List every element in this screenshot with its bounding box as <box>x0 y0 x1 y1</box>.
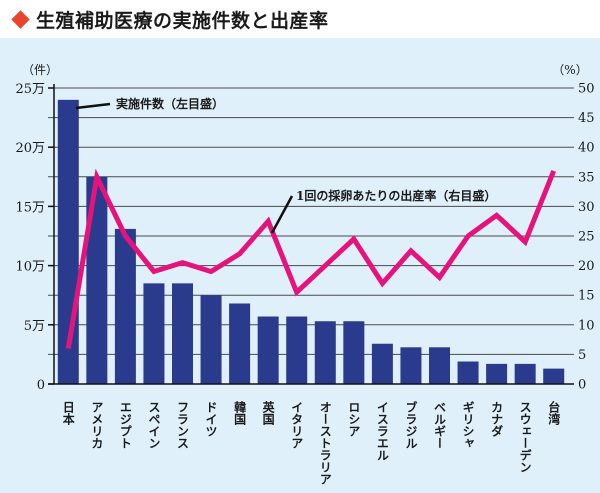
bar-ベルギー <box>429 347 450 384</box>
category-label: エジプト <box>118 401 132 449</box>
bar-英国 <box>257 316 279 384</box>
category-label: 台湾 <box>547 400 561 426</box>
bar-legend-annotation: 実施件数（左目盛） <box>75 96 224 111</box>
axes <box>48 84 574 385</box>
category-label: スウェーデン <box>518 401 532 473</box>
left-axis-unit: （件） <box>22 63 58 77</box>
category-label: 英国 <box>261 400 275 426</box>
bar-annotation-label: 実施件数（左目盛） <box>116 96 224 111</box>
bar-ブラジル <box>400 347 422 384</box>
bar-台湾 <box>543 368 565 384</box>
bar-ロシア <box>343 321 365 384</box>
bar-イスラエル <box>371 343 393 384</box>
bar-カナダ <box>486 363 508 384</box>
right-tick-label: 25 <box>578 230 595 245</box>
bar-フランス <box>172 283 193 384</box>
right-tick-label: 5 <box>578 348 586 363</box>
bar-ドイツ <box>200 295 222 384</box>
category-label: スペイン <box>147 401 161 449</box>
category-label: ギリシャ <box>461 401 475 449</box>
category-label: ドイツ <box>204 401 218 437</box>
bar-韓国 <box>229 303 251 384</box>
right-tick-label: 15 <box>578 289 595 304</box>
right-tick-label: 50 <box>578 82 595 97</box>
right-tick-label: 45 <box>578 111 595 126</box>
left-tick-label: 5万 <box>24 319 45 334</box>
right-axis-unit: （%） <box>552 63 587 77</box>
left-tick-label: 10万 <box>15 260 45 275</box>
bar-series <box>57 99 565 384</box>
category-label: フランス <box>176 401 190 449</box>
left-tick-label: 25万 <box>15 82 45 97</box>
category-label: イタリア <box>290 401 304 449</box>
bar-スペイン <box>143 283 165 384</box>
category-label: ロシア <box>347 401 361 437</box>
bar-イタリア <box>286 316 308 384</box>
right-tick-label: 30 <box>578 200 595 215</box>
bar-アメリカ <box>86 176 108 384</box>
category-label: イスラエル <box>375 401 389 461</box>
bar-annotation-leader <box>75 102 111 110</box>
line-annotation-leader <box>270 195 294 234</box>
grid-lines <box>48 87 574 355</box>
line-legend-annotation: 1回の採卵あたりの出産率（右目盛） <box>270 188 496 234</box>
chart-title: 生殖補助医療の実施件数と出産率 <box>36 9 329 32</box>
category-label: ブラジル <box>404 400 418 449</box>
right-tick-label: 20 <box>578 259 595 274</box>
title-row: 生殖補助医療の実施件数と出産率 <box>6 4 329 34</box>
line-series <box>65 168 557 349</box>
category-label: 韓国 <box>233 400 247 426</box>
right-tick-label: 35 <box>578 170 595 185</box>
bar-オーストラリア <box>314 321 336 384</box>
category-label: ベルギー <box>433 401 447 449</box>
left-tick-label: 0 <box>37 378 45 393</box>
left-tick-label: 20万 <box>15 141 45 156</box>
category-label: 日本 <box>61 401 75 426</box>
category-label: オーストラリア <box>318 401 332 485</box>
right-tick-label: 40 <box>578 141 595 156</box>
line-annotation-label: 1回の採卵あたりの出産率（右目盛） <box>296 188 496 203</box>
bar-スウェーデン <box>514 363 536 384</box>
bar-エジプト <box>114 228 136 384</box>
category-label: カナダ <box>490 401 504 437</box>
bar-ギリシャ <box>457 361 479 384</box>
right-tick-label: 10 <box>578 318 595 333</box>
left-tick-label: 15万 <box>15 200 45 215</box>
birth-rate-line <box>65 168 557 349</box>
category-label: アメリカ <box>90 401 104 449</box>
right-tick-label: 0 <box>578 378 586 393</box>
